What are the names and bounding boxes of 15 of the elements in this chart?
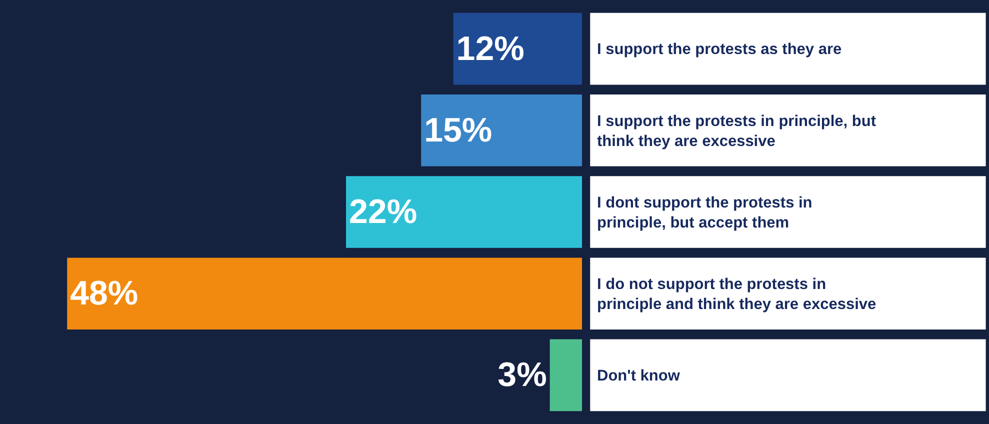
y-tick-label: I support the protests in principle, but think they are excessive: [597, 112, 876, 150]
y-tick-label: I support the protests as they are: [597, 41, 842, 58]
bar: [453, 12, 582, 85]
y-tick-label: I do not support the protests in principle and think they are excessive: [597, 276, 876, 314]
data-label: 48%: [70, 274, 138, 313]
bar: [550, 339, 582, 412]
bar: [67, 258, 582, 330]
y-tick-label: Don't know: [597, 368, 681, 385]
bar: [421, 94, 582, 166]
data-label: 12%: [456, 30, 524, 68]
data-label: 15%: [424, 111, 492, 150]
bar: [346, 176, 582, 248]
y-tick-label: I dont support the protests in principle, but accept them: [597, 194, 812, 232]
data-label: 3%: [498, 356, 547, 394]
data-label: 22%: [349, 193, 418, 231]
